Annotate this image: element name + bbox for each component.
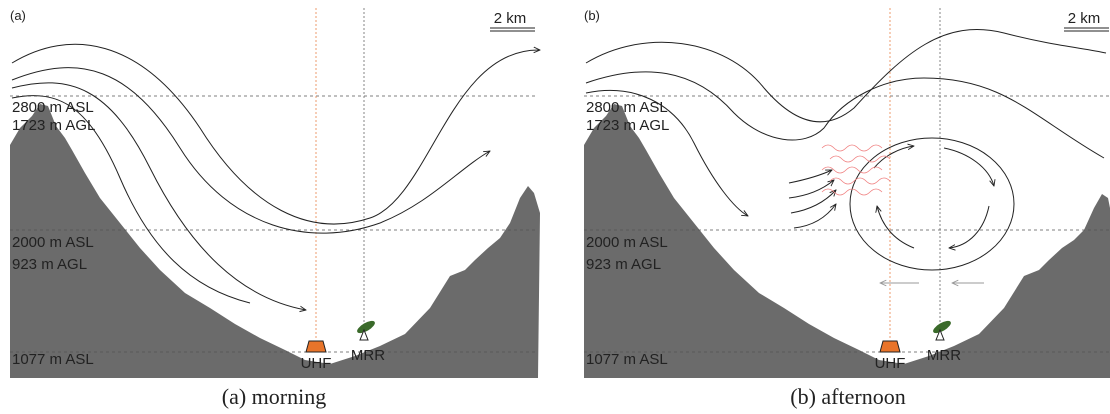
level-label: 2000 m ASL — [586, 234, 668, 251]
turbulence — [822, 145, 882, 151]
instrument-label: MRR — [351, 347, 385, 364]
level-label: 2000 m ASL — [12, 234, 94, 251]
circulation — [850, 138, 1014, 270]
instrument-label: UHF — [875, 355, 906, 372]
instrument-label: MRR — [927, 347, 961, 364]
level-label: 1077 m ASL — [12, 351, 94, 368]
circulation-arrow — [949, 206, 989, 248]
uhf-icon — [880, 341, 900, 352]
panel-tag: (b) — [584, 8, 600, 23]
caption: (a) morning — [222, 384, 326, 409]
mrr-dish — [355, 319, 376, 336]
scale-label: 2 km — [1068, 10, 1101, 27]
circulation-arrow — [877, 206, 914, 248]
level-label: 923 m AGL — [586, 256, 661, 273]
level-label: 1723 m AGL — [586, 117, 669, 134]
circulation-arrow — [944, 148, 994, 186]
mrr-dish — [931, 319, 952, 336]
inflow-arrow — [789, 170, 832, 183]
turbulence — [830, 178, 890, 184]
inflow-arrow — [791, 190, 836, 213]
level-label: 923 m AGL — [12, 256, 87, 273]
level-label: 2800 m ASL — [12, 99, 94, 116]
level-label: 2800 m ASL — [586, 99, 668, 116]
panel-tag: (a) — [10, 8, 26, 23]
uhf-icon — [306, 341, 326, 352]
instrument-label: UHF — [301, 355, 332, 372]
figure: UHFMRR2800 m ASL1723 m AGL2000 m ASL923 … — [0, 0, 1110, 414]
scale-label: 2 km — [494, 10, 527, 27]
level-label: 1723 m AGL — [12, 117, 95, 134]
caption: (b) afternoon — [790, 384, 905, 409]
level-label: 1077 m ASL — [586, 351, 668, 368]
inflow-arrow — [794, 204, 836, 228]
